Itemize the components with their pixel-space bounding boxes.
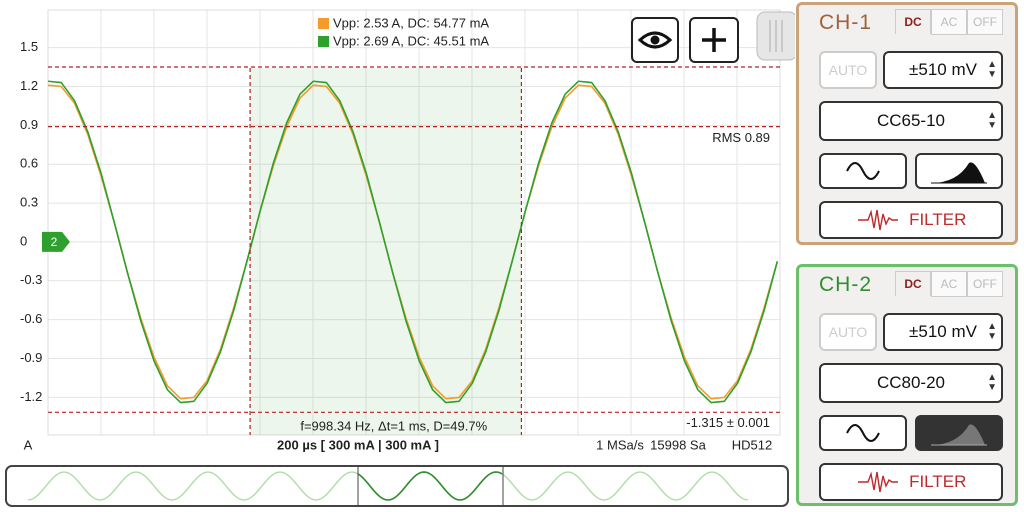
y-tick-label: -0.3 — [20, 272, 42, 287]
legend-label: Vpp: 2.53 A, DC: 54.77 mA — [333, 15, 489, 30]
y-tick-label: 1.2 — [20, 78, 38, 93]
sample-rate: 1 MSa/s — [596, 437, 644, 452]
y-tick-label: 0.6 — [20, 156, 38, 171]
plot: 1.5 1.2 0.9 0.6 0.3 0 -0.3 -0.6 -0.9 -1.2 RMS 0.89… — [20, 9, 781, 436]
filter-button[interactable]: FILTER — [819, 463, 1003, 501]
eye-button[interactable] — [631, 17, 679, 63]
coupling-tab[interactable]: DC — [895, 9, 931, 34]
rms-label: RMS 0.89 — [712, 130, 770, 145]
range-select[interactable]: ±510 mV ▲ ▼ — [883, 313, 1003, 351]
sample-count: 15998 Sa — [650, 437, 706, 452]
coupling-tab[interactable]: AC — [931, 9, 967, 35]
filter-label: FILTER — [909, 472, 967, 491]
channel-1-panel: CH-1 DC AC OFF AUTO ±510 mV ▲ ▼ CC65-10 ▲ ▼ … — [796, 2, 1018, 245]
filter-label: FILTER — [909, 210, 967, 229]
legend-swatch — [318, 36, 329, 47]
low-cursor-label: -1.315 ± 0.001 — [686, 415, 770, 430]
coupling-tab[interactable]: DC — [895, 271, 931, 296]
add-button[interactable] — [689, 17, 739, 63]
wave-button[interactable] — [819, 415, 907, 451]
probe-select[interactable]: CC80-20 ▲ ▼ — [819, 363, 1003, 403]
range-select[interactable]: ±510 mV ▲ ▼ — [883, 51, 1003, 89]
y-tick-label: 1.5 — [20, 39, 38, 54]
y-tick-label: 0 — [20, 233, 27, 248]
y-tick-label: -1.2 — [20, 389, 42, 404]
y-tick-label: -0.6 — [20, 311, 42, 326]
y-tick-label: 0.9 — [20, 117, 38, 132]
mode: HD512 — [732, 437, 772, 452]
auto-button[interactable]: AUTO — [819, 313, 877, 351]
plot-border — [47, 9, 781, 436]
measure-region — [250, 68, 522, 435]
coupling-tab[interactable]: OFF — [967, 9, 1003, 35]
auto-button[interactable]: AUTO — [819, 51, 877, 89]
probe-value: CC65-10 — [876, 111, 946, 130]
timing-label: f=998.34 Hz, Δt=1 ms, D=49.7% — [300, 418, 487, 433]
overview[interactable] — [5, 465, 789, 507]
probe-value: CC80-20 — [876, 373, 946, 392]
channel-name: CH-2 — [819, 273, 873, 296]
unit-label: A — [24, 437, 33, 452]
channel-name: CH-1 — [819, 11, 873, 34]
waveform — [47, 80, 779, 404]
wave-button[interactable] — [819, 153, 907, 189]
histogram-button[interactable] — [915, 415, 1003, 451]
channel-2-panel: CH-2 DC AC OFF AUTO ±510 mV ▲ ▼ CC80-20 ▲ ▼ … — [796, 264, 1018, 506]
legend-swatch — [318, 18, 329, 29]
channel-marker — [42, 231, 70, 252]
y-tick-label: 0.3 — [20, 195, 38, 210]
histogram-button[interactable] — [915, 153, 1003, 189]
legend-label: Vpp: 2.69 A, DC: 45.51 mA — [333, 33, 489, 48]
scope-view: 1.5 1.2 0.9 0.6 0.3 0 -0.3 -0.6 -0.9 -1.2 RMS 0.89… — [5, 9, 795, 507]
filter-button[interactable]: FILTER — [819, 201, 1003, 239]
range-value: ±510 mV — [909, 60, 977, 79]
panel-handle[interactable] — [756, 11, 795, 61]
range-value: ±510 mV — [909, 322, 977, 341]
timebase: 200 µs [ 300 mA | 300 mA ] — [277, 437, 439, 452]
coupling-tab[interactable]: AC — [931, 271, 967, 297]
y-tick-label: -0.9 — [20, 350, 42, 365]
probe-select[interactable]: CC65-10 ▲ ▼ — [819, 101, 1003, 141]
coupling-tab[interactable]: OFF — [967, 271, 1003, 297]
channel-marker-label: 2 — [51, 235, 58, 249]
